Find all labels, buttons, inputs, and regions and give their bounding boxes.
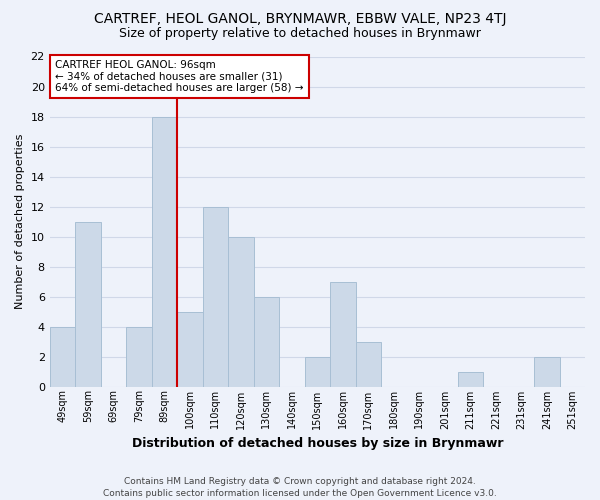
- Bar: [177, 312, 203, 386]
- Text: Contains HM Land Registry data © Crown copyright and database right 2024.
Contai: Contains HM Land Registry data © Crown c…: [103, 476, 497, 498]
- Bar: [75, 222, 101, 386]
- Text: CARTREF HEOL GANOL: 96sqm
← 34% of detached houses are smaller (31)
64% of semi-: CARTREF HEOL GANOL: 96sqm ← 34% of detac…: [55, 60, 304, 93]
- Bar: [152, 116, 177, 386]
- Y-axis label: Number of detached properties: Number of detached properties: [15, 134, 25, 309]
- Bar: [126, 326, 152, 386]
- Bar: [305, 356, 330, 386]
- Bar: [50, 326, 75, 386]
- Text: Size of property relative to detached houses in Brynmawr: Size of property relative to detached ho…: [119, 28, 481, 40]
- Bar: [254, 296, 279, 386]
- X-axis label: Distribution of detached houses by size in Brynmawr: Distribution of detached houses by size …: [131, 437, 503, 450]
- Bar: [356, 342, 381, 386]
- Bar: [534, 356, 560, 386]
- Bar: [203, 206, 228, 386]
- Bar: [458, 372, 483, 386]
- Bar: [228, 236, 254, 386]
- Text: CARTREF, HEOL GANOL, BRYNMAWR, EBBW VALE, NP23 4TJ: CARTREF, HEOL GANOL, BRYNMAWR, EBBW VALE…: [94, 12, 506, 26]
- Bar: [330, 282, 356, 387]
